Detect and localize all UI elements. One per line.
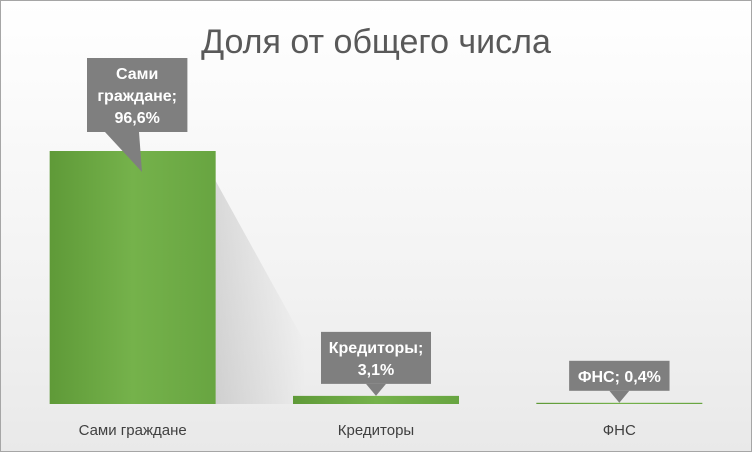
data-label-box (321, 331, 431, 384)
data-label-text: Кредиторы; (329, 340, 424, 357)
data-label-pointer (366, 383, 386, 396)
data-label-pointer (609, 390, 630, 403)
data-label-box (569, 360, 670, 391)
bar-2 (293, 395, 459, 404)
data-label-pointer (105, 132, 142, 172)
data-label-2: Кредиторы; 3,1% (321, 331, 431, 396)
data-label-text: граждане; (97, 88, 177, 105)
bar-1 (49, 151, 216, 404)
bar-shadow (215, 181, 306, 404)
data-label-text: Сами (116, 66, 158, 83)
category-label: ФНС (603, 422, 636, 439)
chart-title: Доля от общего числа (201, 23, 551, 61)
category-label: Кредиторы (338, 422, 414, 439)
data-label-text: ФНС; 0,4% (578, 369, 661, 386)
data-label-3: ФНС; 0,4% (569, 360, 670, 403)
data-label-text: 96,6% (115, 110, 160, 127)
bar-3 (536, 402, 703, 404)
category-label: Сами граждане (79, 422, 187, 439)
data-label-1: Сами граждане; 96,6% (87, 58, 188, 172)
data-label-text: 3,1% (358, 362, 394, 379)
data-label-box (87, 58, 188, 132)
